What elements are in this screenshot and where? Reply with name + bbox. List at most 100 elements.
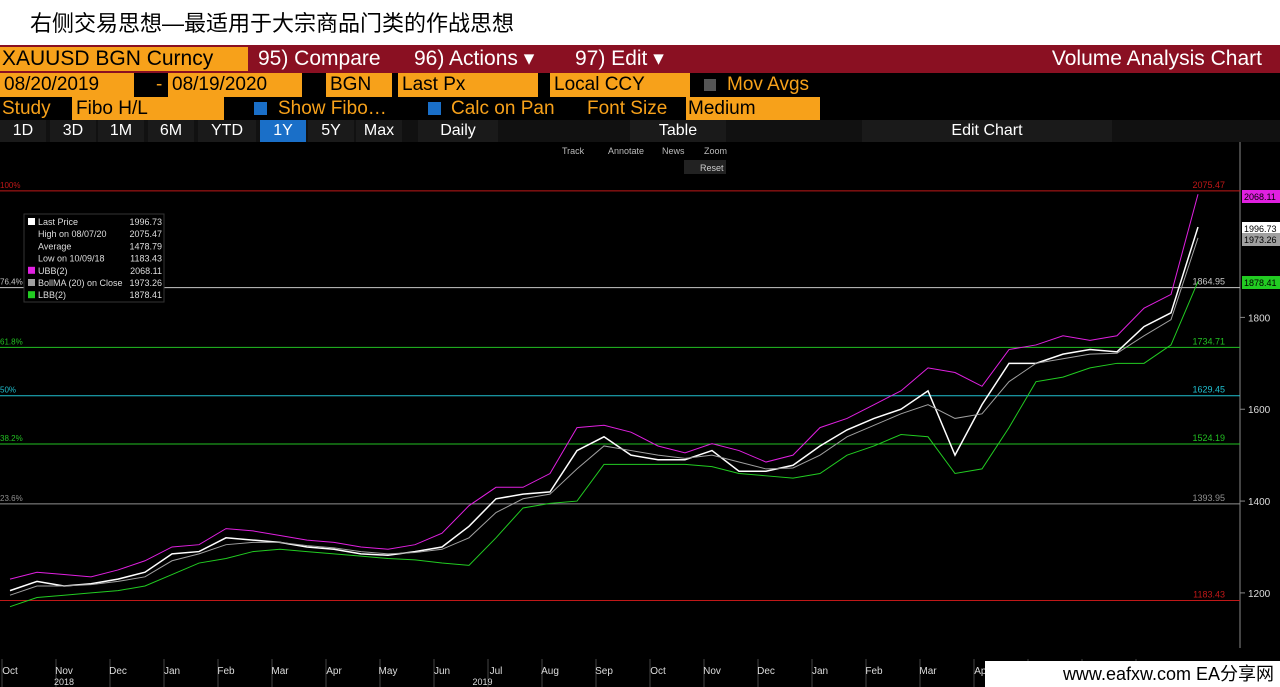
fibo-pct: 23.6% [0, 494, 23, 503]
legend-name: Last Price [38, 217, 78, 227]
ticker[interactable]: XAUUSD BGN Curncy [0, 47, 248, 71]
checkbox[interactable] [254, 102, 267, 115]
edit-chart[interactable]: Edit Chart [862, 120, 1112, 142]
fibo-value: 1629.45 [1192, 385, 1225, 395]
fibo-pct: 38.2% [0, 434, 23, 443]
y-tick-label: 1600 [1248, 405, 1271, 416]
x-tick-label: Nov [703, 666, 721, 677]
reset-button [684, 160, 726, 174]
x-tick-label: Feb [865, 666, 883, 677]
menu-bar: XAUUSD BGN Curncy 95) Compare 96) Action… [0, 45, 1280, 73]
tool: Zoom [704, 146, 727, 156]
x-tick-label: May [379, 666, 398, 677]
period-button[interactable]: 1D [0, 120, 46, 142]
table[interactable]: Table [630, 120, 726, 142]
x-tick-label: Sep [595, 666, 613, 677]
x-tick-label: Oct [650, 666, 666, 677]
plot-bg [0, 142, 1280, 662]
legend-value: 1996.73 [129, 217, 162, 227]
x-tick-label: Dec [109, 666, 127, 677]
tool: Annotate [608, 146, 644, 156]
period-button[interactable]: 5Y [308, 120, 354, 142]
price-badge-label: 1878.41 [1244, 278, 1277, 288]
period-button[interactable]: Max [356, 120, 402, 142]
period-button[interactable]: 1Y [260, 120, 306, 142]
fibo-pct: 50% [0, 386, 16, 395]
series-line [9, 281, 1199, 608]
fibo-value: 2075.47 [1192, 180, 1225, 190]
start-date[interactable]: 08/20/2019 [0, 73, 134, 97]
fibo-pct: 76.4% [0, 278, 23, 287]
x-tick-label: Feb [217, 666, 235, 677]
legend-swatch [28, 218, 35, 225]
mov-avgs[interactable]: Mov Avgs [727, 74, 810, 95]
calc-on-pan[interactable]: Calc on Pan [451, 98, 555, 119]
period-row: Daily Table Edit Chart 1D 3D 1M 6M YTD 1Y 5Y Ma… [0, 120, 1280, 142]
legend-value: 2068.11 [130, 266, 162, 276]
font-size-label: Font Size [587, 98, 668, 119]
study-row: Study Fibo H/L Show Fibo… Calc on Pan Fo… [0, 97, 1280, 121]
page-title: 右侧交易思想—最适用于大宗商品门类的作战思想 [30, 11, 515, 36]
legend-swatch [28, 266, 35, 274]
fibo-value: 1524.19 [1192, 433, 1225, 443]
period-button[interactable]: YTD [198, 120, 256, 142]
legend-swatch [28, 291, 35, 299]
price-badge-label: 2068.11 [1244, 192, 1276, 202]
source[interactable]: BGN [326, 73, 392, 97]
watermark: www.eafxw.com EA分享网 [985, 661, 1280, 687]
price-badge [1242, 276, 1280, 289]
x-tick-label: Apr [326, 666, 342, 677]
year-label: 2019 [472, 677, 492, 687]
period-button[interactable]: 1M [98, 120, 144, 142]
period-button[interactable]: 6M [148, 120, 194, 142]
study[interactable]: Fibo H/L [72, 97, 224, 121]
menu[interactable]: 97) Edit ▾ [575, 47, 664, 71]
legend-value: 1878.41 [129, 290, 162, 300]
x-tick-label: Mar [271, 666, 289, 677]
font-size[interactable]: Medium [686, 97, 820, 121]
currency[interactable]: Local CCY [550, 73, 690, 97]
fibo-value: 1734.71 [1192, 336, 1225, 346]
legend-value: 1478.79 [129, 241, 162, 251]
y-tick-label: 1200 [1248, 589, 1271, 600]
fibo-pct: 61.8% [0, 337, 23, 346]
x-tick-label: Nov [55, 666, 73, 677]
fibo-value: 1393.95 [1192, 493, 1225, 503]
x-tick-label: Jan [812, 666, 828, 677]
year-label: 2018 [54, 677, 74, 687]
period-button[interactable]: 3D [50, 120, 96, 142]
fibo-value: 1183.43 [1193, 590, 1225, 600]
legend-name: LBB(2) [38, 290, 66, 300]
x-tick-label: Jul [490, 666, 503, 677]
dash: - [156, 74, 163, 95]
date-row: 08/20/2019 - 08/19/2020 BGN Last Px Loca… [0, 73, 1280, 97]
show-fibo[interactable]: Show Fibo… [278, 98, 387, 119]
legend-swatch [28, 279, 35, 286]
series-line [9, 226, 1199, 592]
x-tick-label: Jan [164, 666, 180, 677]
series-line [9, 237, 1199, 596]
frequency[interactable]: Daily [418, 120, 498, 142]
tool: News [662, 146, 685, 156]
chart: Track Annotate News Zoom Reset 1200 1400 1600 18… [0, 142, 1280, 687]
x-tick-label: Jun [434, 666, 450, 677]
checkbox[interactable] [428, 102, 441, 115]
price-badge [1242, 233, 1280, 246]
series-line [9, 194, 1199, 580]
field[interactable]: Last Px [398, 73, 538, 97]
menu[interactable]: 96) Actions ▾ [414, 47, 535, 71]
legend-name: High on 08/07/20 [38, 229, 107, 239]
menu[interactable]: 95) Compare [258, 47, 381, 71]
x-tick-label: Mar [919, 666, 937, 677]
checkbox[interactable] [704, 79, 716, 91]
end-date[interactable]: 08/19/2020 [168, 73, 302, 97]
legend-name: UBB(2) [38, 266, 68, 276]
x-tick-label: Oct [2, 666, 18, 677]
price-badge [1242, 190, 1280, 203]
x-tick-label: Apr [974, 666, 990, 677]
study-label: Study [2, 98, 51, 119]
legend-value: 1973.26 [129, 278, 162, 288]
tool: Track [562, 146, 585, 156]
legend-value: 2075.47 [129, 229, 162, 239]
